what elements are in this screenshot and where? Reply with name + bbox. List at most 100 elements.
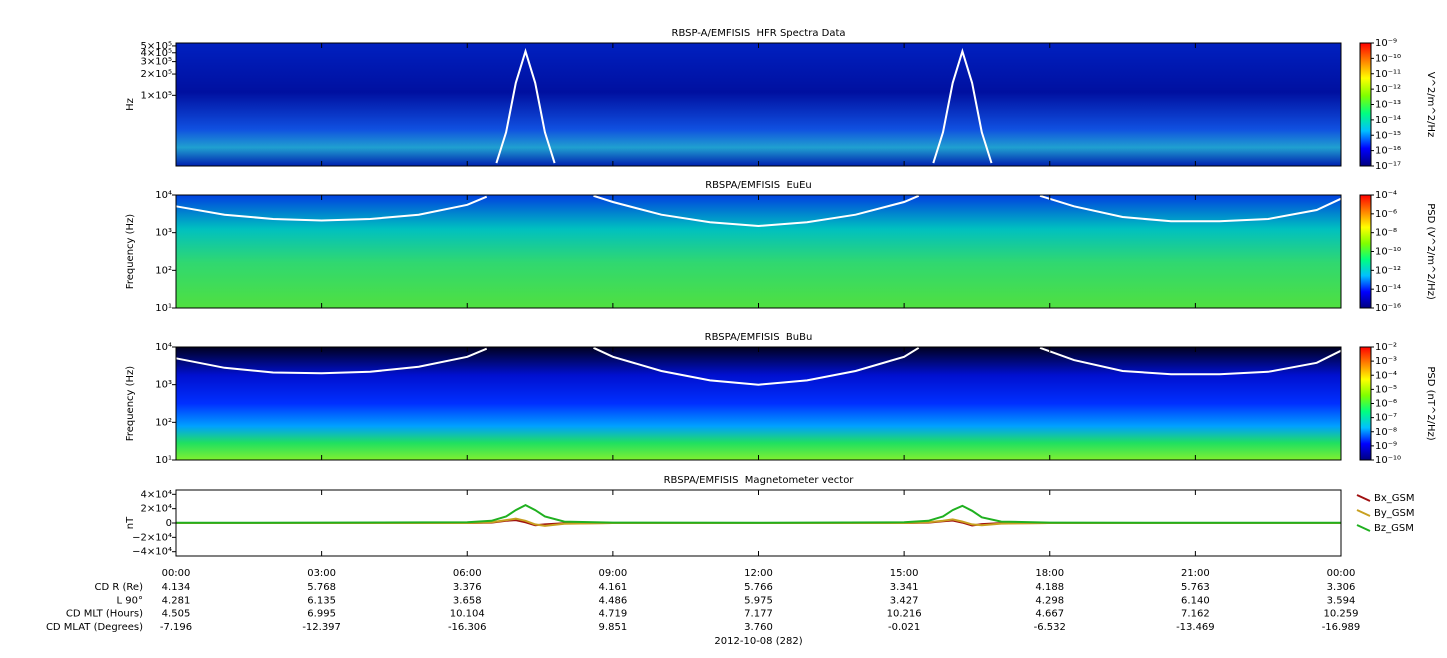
colorbar-tick-label: 10⁻¹⁰ xyxy=(1375,53,1401,64)
spectrogram-image xyxy=(176,43,1341,166)
ephemeris-value: 4.188 xyxy=(1035,582,1064,593)
y-tick-label: 3×10⁵ xyxy=(141,57,172,68)
y-axis-label: nT xyxy=(125,516,136,529)
ephemeris-value: 3.594 xyxy=(1327,595,1356,606)
y-axis-label: Frequency (Hz) xyxy=(125,214,136,290)
ephemeris-value: 3.760 xyxy=(744,622,773,633)
y-tick-label: 4×10⁴ xyxy=(141,489,172,500)
series-line xyxy=(175,503,1341,524)
colorbar-tick-label: 10⁻⁹ xyxy=(1375,38,1397,49)
ephemeris-value: 4.134 xyxy=(162,582,191,593)
ephemeris-value: 3.427 xyxy=(890,595,919,606)
colorbar-tick-label: 10⁻¹² xyxy=(1375,84,1401,95)
colorbar-tick-label: 10⁻⁷ xyxy=(1375,413,1397,424)
ephemeris-label: CD MLAT (Degrees) xyxy=(46,622,143,633)
colorbar-tick-label: 10⁻⁶ xyxy=(1375,209,1397,220)
y-tick-label: 0 xyxy=(166,518,172,529)
colorbar-label: PSD (nT^2/Hz) xyxy=(1425,366,1436,440)
colorbar-tick-label: 10⁻¹⁵ xyxy=(1375,130,1401,141)
colorbar-tick-label: 10⁻⁸ xyxy=(1375,228,1397,239)
x-tick-label: 00:00 xyxy=(162,568,191,579)
y-tick-label: 10¹ xyxy=(155,455,172,466)
ephemeris-value: 3.306 xyxy=(1327,582,1356,593)
colorbar-tick-label: 10⁻¹⁴ xyxy=(1375,284,1401,295)
ephemeris-value: 6.135 xyxy=(307,595,336,606)
ephemeris-value: 4.719 xyxy=(599,609,628,620)
colorbar-tick-label: 10⁻¹³ xyxy=(1375,100,1401,111)
x-tick-label: 00:00 xyxy=(1327,568,1356,579)
ephemeris-value: 4.161 xyxy=(599,582,628,593)
colorbar-tick-label: 10⁻¹² xyxy=(1375,265,1401,276)
y-tick-label: 5×10⁵ xyxy=(141,41,172,52)
legend-swatch xyxy=(1356,494,1371,502)
colorbar-tick-label: 10⁻¹⁴ xyxy=(1375,115,1401,126)
y-tick-label: 2×10⁴ xyxy=(141,504,172,515)
legend-swatch xyxy=(1356,509,1371,517)
colorbar-tick-label: 10⁻⁸ xyxy=(1375,427,1397,438)
colorbar-tick-label: 10⁻¹⁶ xyxy=(1375,146,1401,157)
series-line xyxy=(175,346,1342,386)
ephemeris-value: 6.995 xyxy=(307,609,336,620)
ephemeris-label: L 90° xyxy=(117,595,143,606)
legend-label: By_GSM xyxy=(1374,508,1415,519)
legend-label: Bx_GSM xyxy=(1374,493,1415,504)
y-axis-label: Hz xyxy=(125,98,136,111)
y-tick-label: 4×10⁵ xyxy=(141,48,172,59)
panel-title: RBSPA/EMFISIS EuEu xyxy=(705,180,812,191)
ephemeris-value: 4.281 xyxy=(162,595,191,606)
ephemeris-value: -12.397 xyxy=(302,622,341,633)
colorbar-tick-label: 10⁻¹⁷ xyxy=(1375,161,1401,172)
y-tick-label: 2×10⁵ xyxy=(141,69,172,80)
colorbar-tick-label: 10⁻⁹ xyxy=(1375,441,1397,452)
y-tick-label: −2×10⁴ xyxy=(132,532,172,543)
x-tick-label: 21:00 xyxy=(1181,568,1210,579)
y-tick-label: 10³ xyxy=(155,228,172,239)
ephemeris-value: 10.104 xyxy=(450,609,485,620)
y-tick-label: 10⁴ xyxy=(155,190,172,201)
x-tick-label: 09:00 xyxy=(598,568,627,579)
ephemeris-value: -13.469 xyxy=(1176,622,1215,633)
ephemeris-value: -6.532 xyxy=(1034,622,1066,633)
ephemeris-value: 4.486 xyxy=(599,595,628,606)
colorbar-tick-label: 10⁻¹⁰ xyxy=(1375,247,1401,258)
colorbar-tick-label: 10⁻⁴ xyxy=(1375,370,1397,381)
ephemeris-value: 4.667 xyxy=(1035,609,1064,620)
ephemeris-value: -7.196 xyxy=(160,622,192,633)
y-tick-label: −4×10⁴ xyxy=(132,547,172,558)
legend-swatch xyxy=(1356,524,1371,532)
ephemeris-value: 7.162 xyxy=(1181,609,1210,620)
x-tick-label: 03:00 xyxy=(307,568,336,579)
colorbar xyxy=(1359,194,1372,309)
ephemeris-value: 10.216 xyxy=(887,609,922,620)
x-tick-label: 12:00 xyxy=(744,568,773,579)
colorbar-label: PSD (V^2/m^2/Hz) xyxy=(1425,203,1436,300)
y-tick-label: 10² xyxy=(155,265,172,276)
ephemeris-value: 4.298 xyxy=(1035,595,1064,606)
legend-label: Bz_GSM xyxy=(1374,523,1414,534)
y-tick-label: 10¹ xyxy=(155,303,172,314)
ephemeris-value: 10.259 xyxy=(1324,609,1359,620)
colorbar-tick-label: 10⁻³ xyxy=(1375,356,1397,367)
colorbar xyxy=(1359,346,1372,461)
ephemeris-value: 6.140 xyxy=(1181,595,1210,606)
ephemeris-label: CD MLT (Hours) xyxy=(66,609,143,620)
ephemeris-value: -0.021 xyxy=(888,622,920,633)
ephemeris-value: 5.975 xyxy=(744,595,773,606)
ephemeris-value: 3.376 xyxy=(453,582,482,593)
x-tick-label: 06:00 xyxy=(453,568,482,579)
series-line xyxy=(495,47,993,164)
colorbar-tick-label: 10⁻⁴ xyxy=(1375,190,1397,201)
colorbar-tick-label: 10⁻⁵ xyxy=(1375,384,1397,395)
x-tick-label: 18:00 xyxy=(1035,568,1064,579)
y-tick-label: 10⁴ xyxy=(155,342,172,353)
ephemeris-value: 5.766 xyxy=(744,582,773,593)
colorbar-tick-label: 10⁻¹¹ xyxy=(1375,69,1401,80)
colorbar-tick-label: 10⁻² xyxy=(1375,342,1397,353)
ephemeris-value: 5.768 xyxy=(307,582,336,593)
colorbar-label: V^2/m^2/Hz xyxy=(1425,72,1436,138)
y-tick-label: 10² xyxy=(155,417,172,428)
colorbar xyxy=(1359,42,1372,167)
colorbar-tick-label: 10⁻⁶ xyxy=(1375,399,1397,410)
y-tick-label: 1×10⁵ xyxy=(141,90,172,101)
